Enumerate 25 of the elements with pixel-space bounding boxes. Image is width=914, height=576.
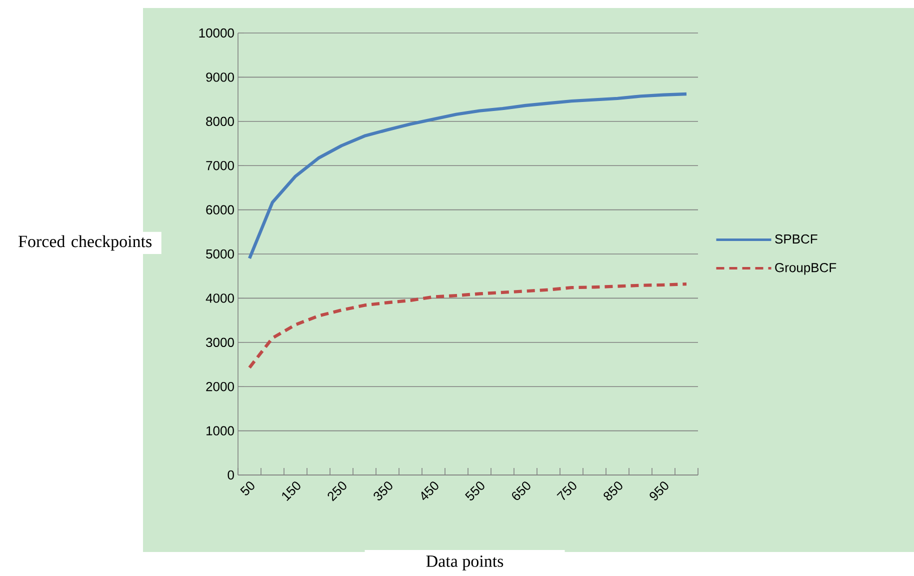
x-tick-label: 650 [512,482,530,500]
x-tick-label: 50 [240,482,254,496]
x-tick-label: 250 [328,482,346,502]
x-axis-title: Data points [426,556,504,570]
x-tick-label: 550 [465,482,484,500]
y-axis-title: Forced checkpoints [18,235,152,251]
legend-label: GroupBCF [775,262,836,275]
y-tick-label: 10000 [199,28,234,38]
x-tick-label: 950 [650,482,668,500]
x-tick-label: 450 [421,482,438,500]
y-tick-label: 7000 [206,160,234,170]
x-tick-label: 350 [374,482,392,500]
y-tick-label: 6000 [206,205,234,214]
legend-label: SPBCF [775,234,818,244]
y-tick-label: 9000 [206,72,234,82]
y-tick-label: 8000 [206,116,234,126]
y-tick-label: 5000 [206,249,234,259]
y-tick-label: 2000 [206,382,234,392]
x-tick-label: 750 [556,482,576,500]
y-tick-label: 3000 [206,338,234,347]
y-tick-label: 0 [228,470,234,480]
y-tick-label: 4000 [206,294,234,303]
y-tick-label: 1000 [206,426,234,436]
x-tick-label: 150 [282,482,300,502]
x-tick-label: 850 [604,482,622,500]
